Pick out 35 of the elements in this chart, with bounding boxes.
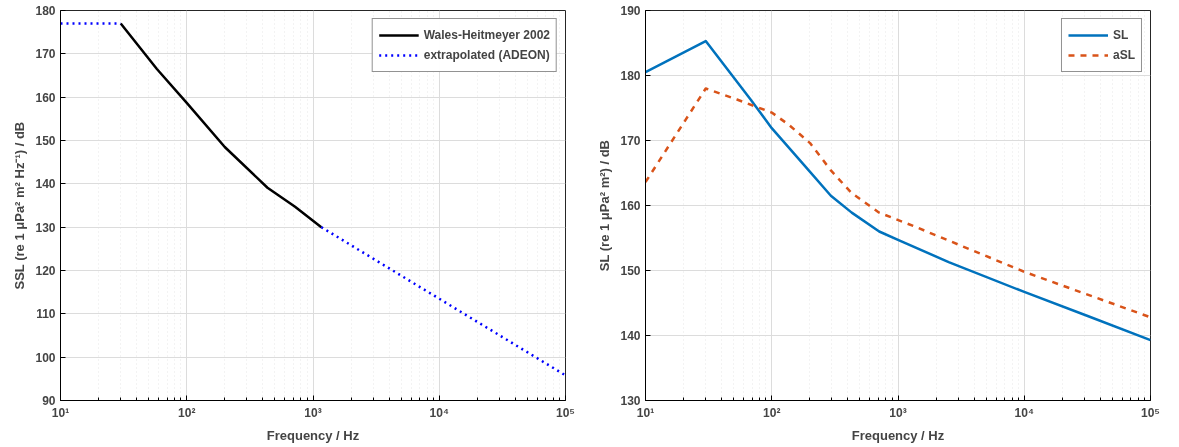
y-tick-label: 170: [35, 47, 56, 62]
y-axis-title: SL (re 1 μPa² m²) / dB: [597, 139, 613, 272]
y-tick-label: 150: [35, 134, 56, 148]
y-tick-label: 130: [35, 220, 56, 235]
legend-label: Wales-Heitmeyer 2002: [423, 28, 550, 42]
y-tick-label: 190: [620, 4, 641, 18]
x-tick-label: 10⁵: [1141, 405, 1160, 420]
y-tick-label: 90: [42, 394, 56, 408]
x-tick-label: 10²: [763, 405, 781, 420]
y-tick-label: 130: [620, 394, 641, 408]
y-tick-label: 150: [620, 264, 641, 278]
y-tick-label: 160: [35, 90, 56, 105]
x-axis-title: Frequency / Hz: [266, 427, 360, 443]
x-tick-label: 10¹: [51, 405, 70, 420]
x-axis-title: Frequency / Hz: [851, 427, 945, 443]
legend-label: extrapolated (ADEON): [423, 48, 550, 62]
y-axis-title: SSL (re 1 μPa² m² Hz⁻¹) / dB: [12, 121, 28, 290]
y-tick-label: 160: [620, 199, 641, 213]
x-tick-label: 10⁴: [1014, 405, 1034, 420]
y-tick-label: 140: [35, 177, 56, 192]
legend-label: aSL: [1112, 48, 1135, 62]
x-tick-label: 10⁵: [556, 405, 575, 420]
y-tick-label: 140: [620, 329, 641, 343]
x-tick-label: 10⁴: [429, 405, 449, 420]
x-tick-label: 10³: [304, 405, 322, 420]
y-tick-label: 170: [620, 134, 641, 148]
y-tick-label: 100: [35, 350, 56, 365]
y-tick-label: 120: [35, 264, 56, 278]
x-tick-label: 10¹: [636, 405, 655, 420]
x-tick-label: 10²: [178, 405, 196, 420]
y-tick-label: 110: [36, 307, 56, 322]
x-tick-label: 10³: [889, 405, 907, 420]
legend-label: SL: [1112, 28, 1130, 42]
y-tick-label: 180: [35, 4, 56, 18]
y-tick-label: 180: [620, 69, 641, 83]
